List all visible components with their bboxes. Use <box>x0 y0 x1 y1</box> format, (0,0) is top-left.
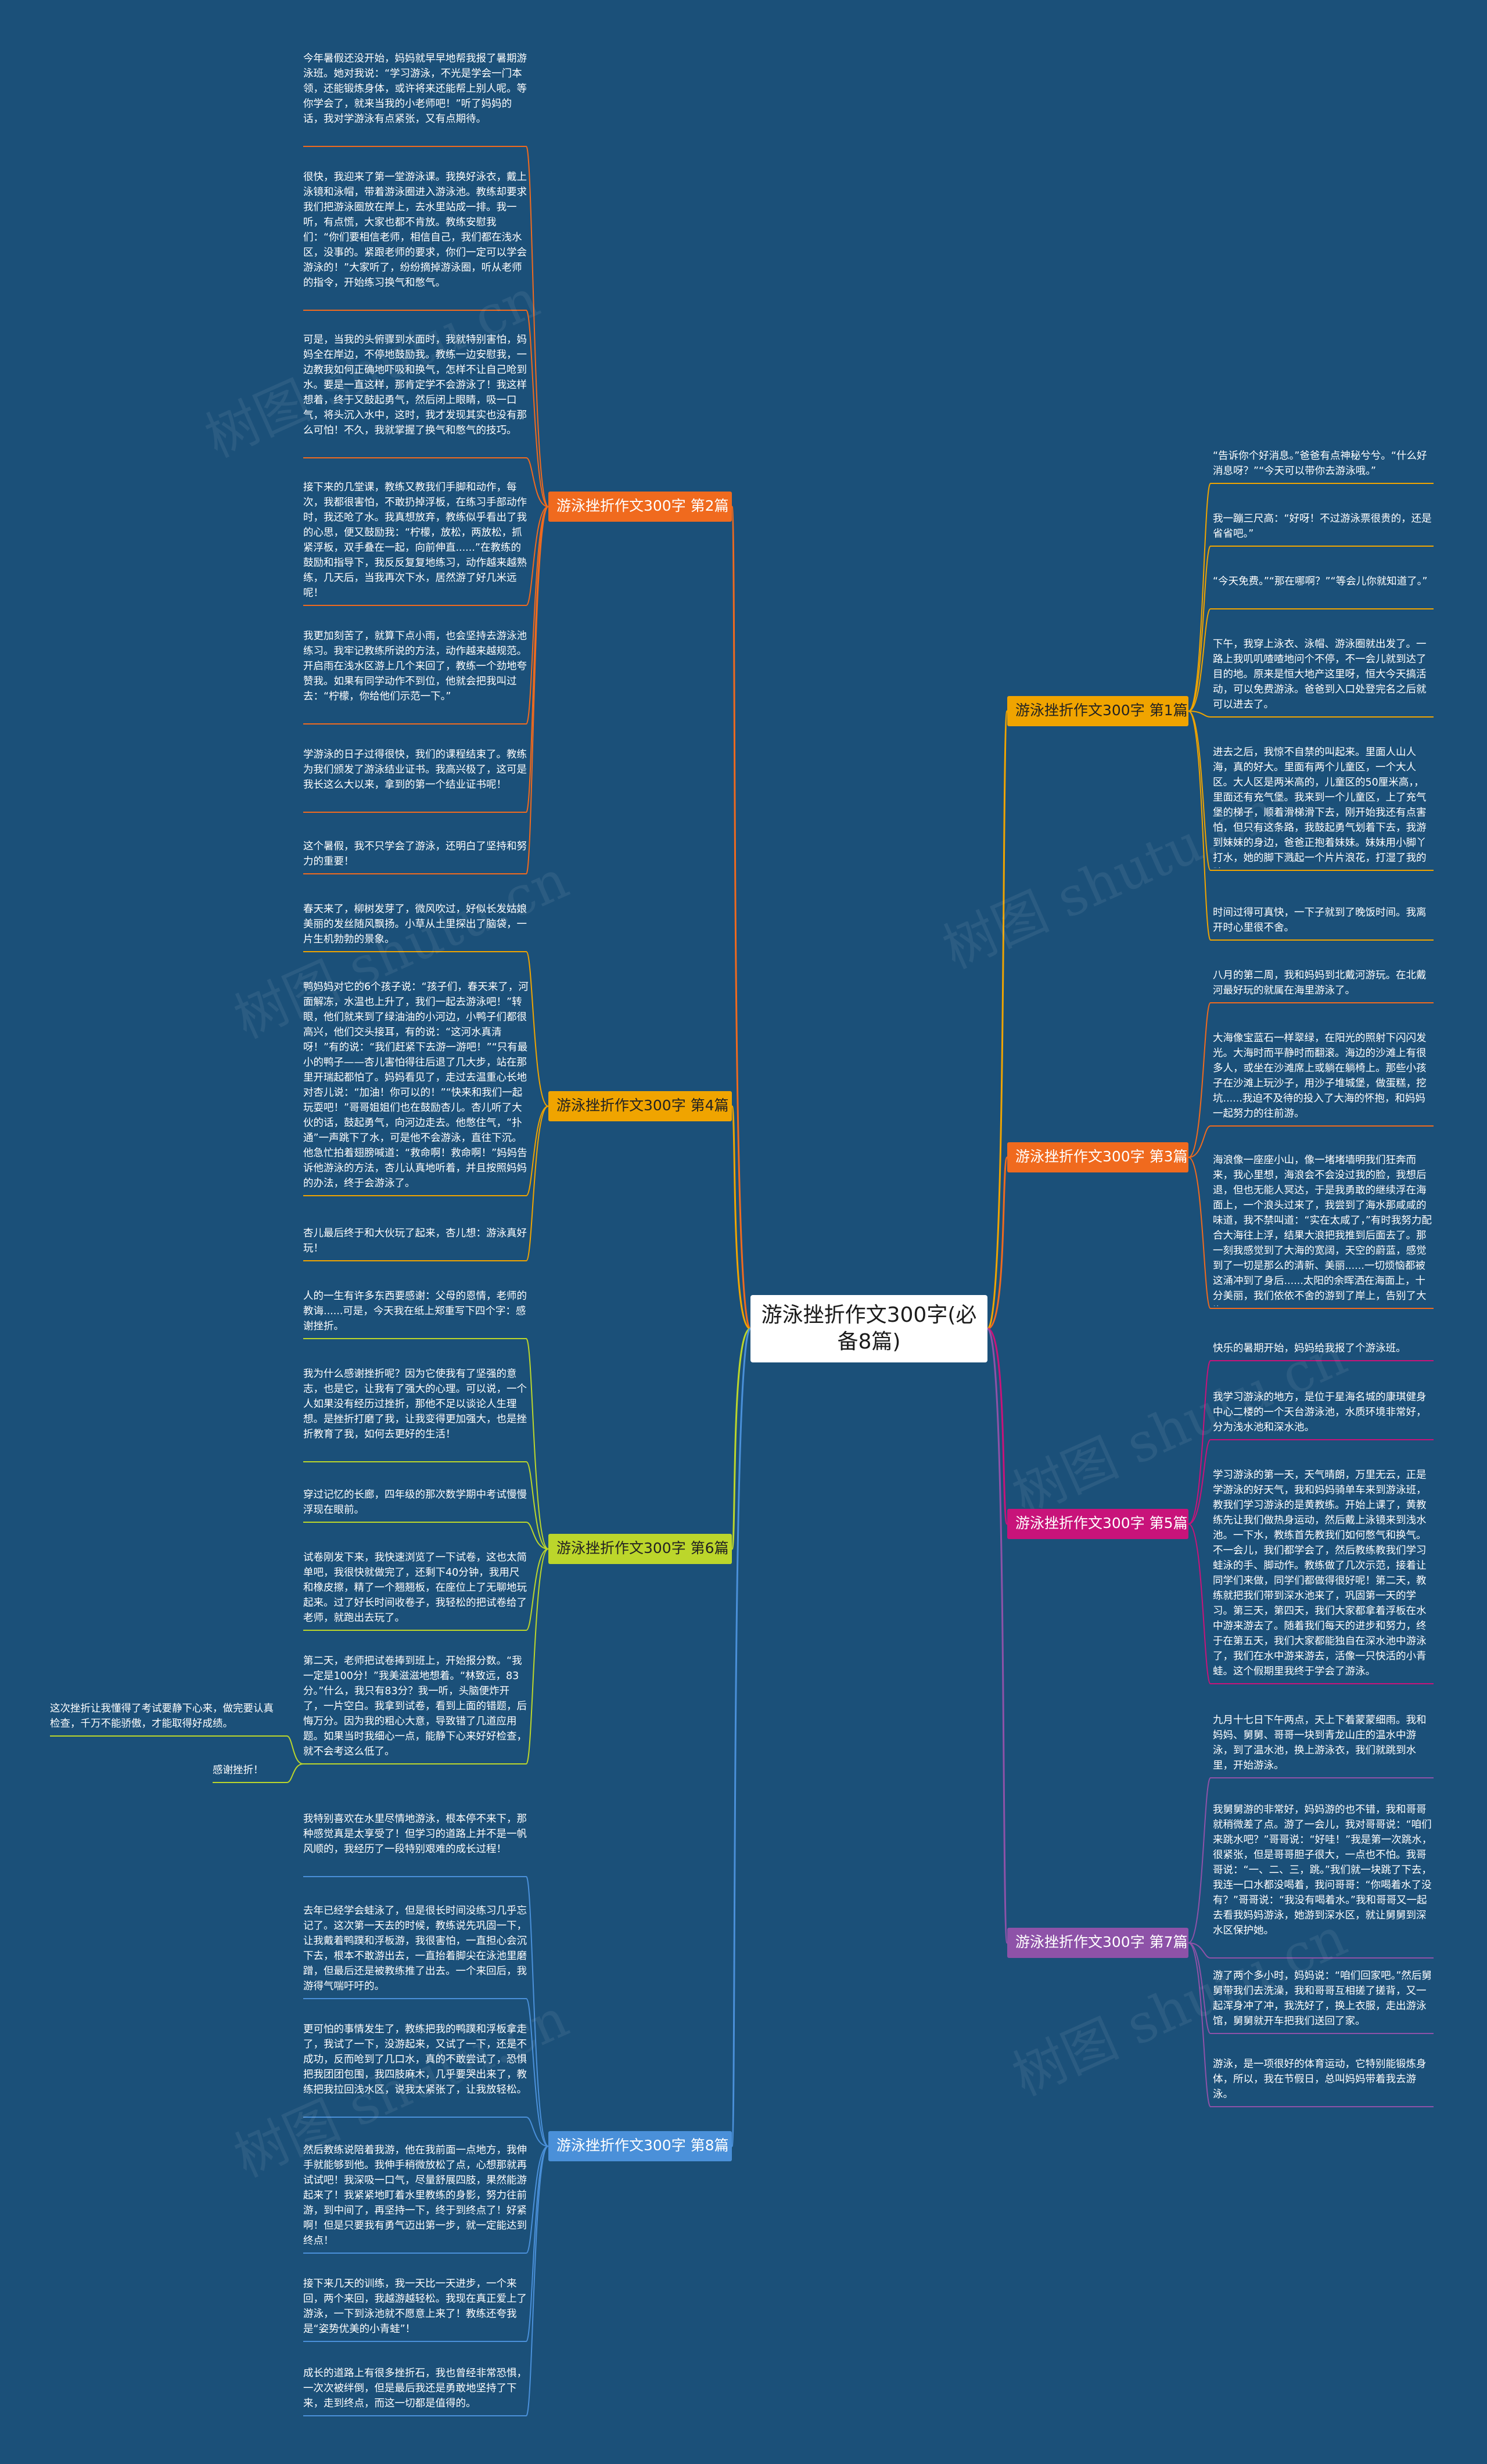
connector-line <box>303 1461 549 1550</box>
connector-line <box>303 1876 549 2147</box>
connector-line <box>1188 711 1434 871</box>
connector-line <box>1188 1942 1434 2034</box>
leaf-b1-0: “告诉你个好消息。”爸爸有点神秘兮兮。“什么好消息呀？”“今天可以带你去游泳哦。… <box>1213 450 1427 477</box>
connector-line <box>1188 1439 1434 1525</box>
leaf-b1-4: 进去之后，我惊不自禁的叫起来。里面人山人海，真的好大。里面有两个儿童区，一个大人… <box>1213 747 1427 868</box>
leaf-b6-0: 人的一生有许多东西要感谢：父母的恩情，老师的教诲......可是，今天我在纸上郑… <box>303 1290 527 1332</box>
branch-7[interactable]: 游泳挫折作文300字 第7篇 <box>1007 1928 1188 1958</box>
leaf-b1-5: 时间过得可真快，一下子就到了晚饭时间。我离开时心里很不舍。 <box>1213 907 1427 934</box>
connector-line <box>303 310 549 507</box>
leaf-b8-1: 去年已经学会蛙泳了，但是很长时间没练习几乎忘记了。这次第一天去的时候，教练说先巩… <box>303 1905 527 1992</box>
leaf-b7-3: 游泳，是一项很好的体育运动，它特别能锻炼身体，所以，我在节假日，总叫妈妈带着我去… <box>1213 2058 1427 2100</box>
connector-line <box>303 506 549 725</box>
leaf-b2-6: 这个暑假，我不只学会了游泳，还明白了坚持和努力的重要！ <box>303 841 527 867</box>
connector-line <box>1188 711 1434 718</box>
leaf-b2-5: 学游泳的日子过得很快，我们的课程结束了。教练为我们颁发了游泳结业证书。我高兴极了… <box>303 749 527 791</box>
connector-line <box>303 1106 549 1261</box>
leaf-b8-0: 我特别喜欢在水里尽情地游泳，根本停不来下，那种感觉真是太享受了！但学习的道路上并… <box>303 1813 527 1855</box>
connector-line <box>1188 1777 1434 1943</box>
connector-line <box>303 1548 549 1764</box>
leaf-b7-0: 九月十七日下午两点，天上下着蒙蒙细雨。我和妈妈、舅舅、哥哥一块到青龙山庄的温水中… <box>1213 1715 1427 1771</box>
leaf-b7-1: 我舅舅游的非常好，妈妈游的也不错，我和哥哥就稍微差了点。游了一会儿，我对哥哥说：… <box>1213 1804 1432 1936</box>
connector-line <box>1188 1157 1434 1309</box>
connector-line <box>731 1105 751 1330</box>
leaf-b6-4-sub-label: 感谢挫折！ <box>213 1764 264 1776</box>
connector-line <box>303 2146 549 2254</box>
connector-line <box>731 505 752 1330</box>
connector-line <box>303 457 549 507</box>
leaf-b8-5: 成长的道路上有很多挫折石，我也曾经非常恐惧，一次次被绊倒，但是最后我还是勇敢地坚… <box>303 2368 527 2409</box>
leaf-b8-3: 然后教练说陪着我游，他在我前面一点地方，我伸手就能够到他。我伸手稍微放松了点，心… <box>303 2144 527 2247</box>
leaf-b5-2: 学习游泳的第一天，天气晴朗，万里无云，正是学游泳的好天气，我和妈妈骑单车来到游泳… <box>1213 1469 1427 1677</box>
connector-line <box>1188 1125 1434 1158</box>
leaf-b6-4-sub: 这次挫折让我懂得了考试要静下心来，做完要认真检查，千万不能骄傲，才能取得好成绩。 <box>50 1703 274 1730</box>
branch-1[interactable]: 游泳挫折作文300字 第1篇 <box>1007 696 1188 726</box>
leaf-b4-0: 春天来了，柳树发芽了，微风吹过，好似长发姑娘美丽的发丝随风飘扬。小草从土里探出了… <box>303 903 527 945</box>
leaf-b8-4: 接下来几天的训练，我一天比一天进步，一个来回，两个来回，我越游越轻松。我现在真正… <box>303 2278 527 2335</box>
connector-line <box>731 1328 752 2147</box>
leaf-b8-2: 更可怕的事情发生了，教练把我的鸭蹼和浮板拿走了，我试了一下，没游起来，又试了一下… <box>303 2024 527 2096</box>
connector-line <box>303 1522 549 1550</box>
leaf-b7-2: 游了两个多小时，妈妈说：“咱们回家吧。”然后舅舅带我们去洗澡，我和哥哥互相搓了搓… <box>1213 1970 1432 2027</box>
connector-line <box>1188 608 1434 712</box>
branch-6[interactable]: 游泳挫折作文300字 第6篇 <box>548 1534 732 1564</box>
connector-line <box>1188 483 1434 712</box>
leaf-b6-2: 穿过记忆的长廊，四年级的那次数学期中考试慢慢浮现在眼前。 <box>303 1489 527 1516</box>
connector-line <box>1188 1002 1434 1158</box>
connector-line <box>986 1328 1008 1944</box>
connector-line <box>50 1735 304 1764</box>
connector-line <box>1188 1942 1434 1959</box>
connector-line <box>1188 546 1434 712</box>
leaf-b2-1: 很快，我迎来了第一堂游泳课。我换好泳衣，戴上泳镜和泳帽，带着游泳圈进入游泳池。教… <box>303 171 527 289</box>
leaf-b1-2: “今天免费。”“那在哪啊？”“等会儿你就知道了。” <box>1213 576 1428 587</box>
connector-line <box>1188 711 1434 941</box>
connector-line <box>1188 1942 1434 2107</box>
connector-line <box>213 1763 304 1783</box>
leaf-b3-2: 海浪像一座座小山，像一堵堵墙明我们狂奔而来，我心里想，海浪会不会没过我的脸，我想… <box>1213 1154 1432 1306</box>
connector-line <box>303 2146 549 2416</box>
leaf-b2-0: 今年暑假还没开始，妈妈就早早地帮我报了暑期游泳班。她对我说：“学习游泳，不光是学… <box>303 53 527 125</box>
connector-line <box>303 506 549 606</box>
connector-line <box>303 1106 549 1196</box>
leaf-b1-1: 我一蹦三尺高：“好呀！不过游泳票很贵的，还是省省吧。” <box>1213 513 1432 540</box>
branch-5[interactable]: 游泳挫折作文300字 第5篇 <box>1007 1509 1188 1539</box>
leaf-b2-2: 可是，当我的头俯骤到水面时，我就特别害怕，妈妈全在岸边，不停地鼓励我。教练一边安… <box>303 334 527 436</box>
branch-8[interactable]: 游泳挫折作文300字 第8篇 <box>548 2131 732 2161</box>
leaf-b6-4: 第二天，老师把试卷捧到班上，开始报分数。“我一定是100分！”我美滋滋地想着。“… <box>303 1655 527 1758</box>
connector-line <box>303 506 549 874</box>
leaf-b5-0: 快乐的暑期开始，妈妈给我报了个游泳班。 <box>1213 1343 1406 1354</box>
branch-3[interactable]: 游泳挫折作文300字 第3篇 <box>1007 1142 1188 1172</box>
connector-line <box>1188 1360 1434 1525</box>
connector-line <box>1188 1523 1434 1684</box>
connector-line <box>303 2117 549 2147</box>
central-topic[interactable]: 游泳挫折作文300字(必备8篇) <box>750 1295 987 1362</box>
leaf-b6-1: 我为什么感谢挫折呢？因为它使我有了坚强的意志，也是它，让我有了强大的心理。可以说… <box>303 1368 527 1440</box>
leaf-b3-0: 八月的第二周，我和妈妈到北戴河游玩。在北戴河最好玩的就属在海里游泳了。 <box>1213 970 1427 996</box>
connector-line <box>303 1548 549 1631</box>
connector-line <box>303 2146 549 2342</box>
connector-line <box>987 1156 1008 1330</box>
branch-4[interactable]: 游泳挫折作文300字 第4篇 <box>548 1091 732 1121</box>
connector-line <box>303 1998 549 2147</box>
connector-line <box>987 1328 1008 1525</box>
branch-2[interactable]: 游泳挫折作文300字 第2篇 <box>548 492 732 522</box>
leaf-b4-2: 杏儿最后终于和大伙玩了起来，杏儿想：游泳真好玩！ <box>303 1228 527 1254</box>
connector-line <box>303 1338 549 1550</box>
leaf-b6-3: 试卷刚发下来，我快速浏览了一下试卷，这也太简单吧，我很快就做完了，还剩下40分钟… <box>303 1552 527 1624</box>
leaf-b3-1: 大海像宝蓝石一样翠绿，在阳光的照射下闪闪发光。大海时而平静时而翻滚。海边的沙滩上… <box>1213 1032 1427 1120</box>
connector-line <box>986 710 1008 1330</box>
leaf-b4-1: 鸭妈妈对它的6个孩子说：“孩子们，春天来了，河面解冻，水温也上升了，我们一起去游… <box>303 981 529 1189</box>
connector-line <box>303 146 549 507</box>
leaf-b1-3: 下午，我穿上泳衣、泳帽、游泳圈就出发了。一路上我叽叽喳喳地问个不停，不一会儿就到… <box>1213 639 1427 711</box>
leaf-b2-4: 我更加刻苦了，就算下点小雨，也会坚持去游泳池练习。我牢记教练所说的方法，动作越来… <box>303 630 527 702</box>
connector-line <box>731 1328 751 1550</box>
leaf-b5-1: 我学习游泳的地方，是位于星海名城的康琪健身中心二楼的一个天台游泳池，水质环境非常… <box>1213 1391 1427 1433</box>
leaf-b2-3: 接下来的几堂课，教练又教我们手脚和动作，每次，我都很害怕，不敢扔掉浮板，在练习手… <box>303 482 527 599</box>
connector-line <box>303 951 549 1107</box>
